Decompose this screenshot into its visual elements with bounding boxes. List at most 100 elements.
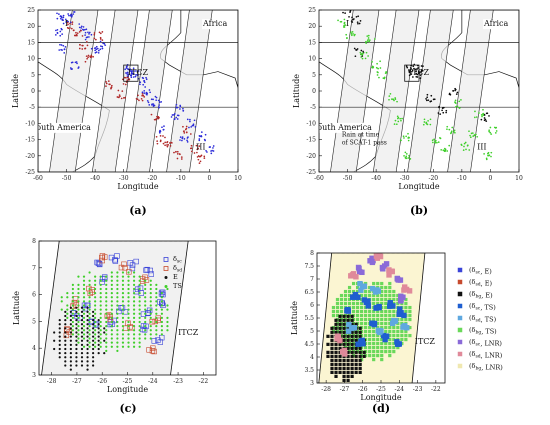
data-point [344,12,346,15]
data-point [149,333,152,336]
data-point [368,39,371,41]
data-point [80,339,84,342]
data-point [482,114,485,116]
data-point [330,358,334,362]
data-point [345,308,352,314]
data-point [110,308,113,311]
data-point [460,99,462,101]
data-point [149,308,152,311]
x-tick-label: 0 [489,175,493,182]
data-point [144,296,147,299]
data-point [358,287,364,293]
data-point [388,325,392,330]
data-point [78,23,81,25]
data-point [92,352,95,355]
data-point [142,94,145,97]
data-point [442,149,445,152]
data-point [181,136,184,139]
data-point [86,306,89,309]
data-point [88,300,91,303]
data-point [376,297,380,302]
data-point [392,349,396,354]
data-point [151,104,153,106]
data-point [82,329,86,332]
data-point [354,366,358,370]
data-point [351,31,354,33]
data-point [82,279,86,282]
data-point [84,60,87,63]
data-point [139,83,141,86]
data-point [173,112,176,115]
data-point [490,133,493,135]
data-point [472,135,475,137]
data-point [412,76,414,78]
data-point [105,316,108,319]
data-point [144,304,147,307]
data-point [410,68,413,70]
data-point [196,148,199,151]
data-point [80,25,83,28]
data-point [392,337,396,342]
data-point [144,337,147,340]
data-point [211,149,213,152]
data-point [350,354,354,358]
y-axis-label: Latitude [12,291,21,325]
data-point [97,331,100,334]
data-point [469,134,471,137]
data-point [335,297,340,302]
data-point [138,325,141,328]
data-point [372,358,376,362]
data-point [368,333,372,338]
data-point [62,16,65,19]
data-point [451,126,454,129]
data-point [159,129,161,132]
data-point [94,47,97,49]
data-point [95,51,98,53]
region-label-bg [483,19,510,30]
data-point [64,347,67,351]
data-point [410,73,413,75]
data-point [96,47,99,50]
data-point [181,139,183,142]
legend-marker [457,267,463,273]
data-point [81,28,84,31]
data-point [116,341,119,344]
data-point [149,300,152,303]
data-point [80,29,82,32]
data-point [494,131,497,134]
data-point [387,300,393,306]
data-point [64,335,67,338]
data-point [110,333,113,336]
data-point [144,283,147,286]
data-point [354,370,358,374]
data-point [346,358,350,362]
swath-edge-left [318,253,333,383]
data-point [97,343,100,346]
data-point [342,350,348,356]
data-point [92,55,94,58]
data-point [67,13,69,15]
data-point [186,139,188,142]
data-point [392,98,395,101]
data-point [71,312,74,315]
data-point [372,333,376,338]
x-tick-label: -50 [343,175,353,182]
data-point [99,279,102,282]
data-point [162,142,165,145]
data-point [345,33,348,36]
data-point [77,329,80,332]
data-point [59,30,62,33]
data-point [60,308,63,311]
data-point [355,285,360,290]
data-point [86,314,89,318]
data-point [160,325,163,328]
data-point [334,370,338,374]
data-point [110,341,113,344]
data-point [149,291,152,295]
data-point [480,118,483,121]
data-point [157,99,160,102]
data-point [100,45,102,47]
data-point [133,70,135,72]
data-point [185,127,188,130]
data-point [110,87,112,90]
